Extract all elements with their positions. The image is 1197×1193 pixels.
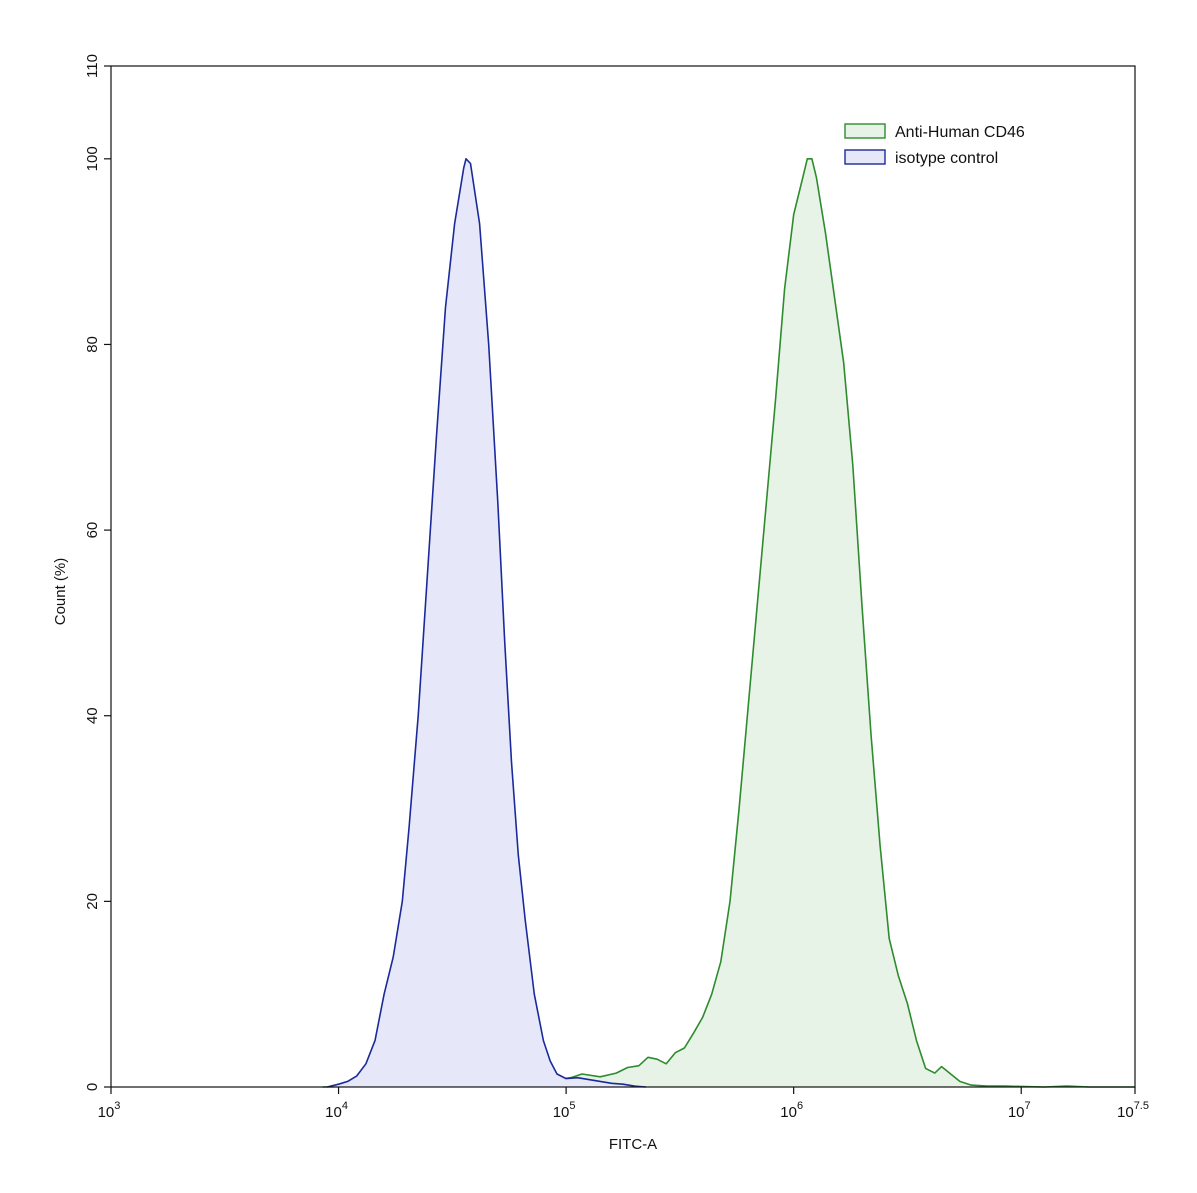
tick-layer: 103 104 105 106 107 107.5 0 20 40 60 80 100 110 xyxy=(84,54,1149,1121)
legend-label: Anti-Human CD46 xyxy=(895,124,1025,141)
plot-frame xyxy=(110,65,1136,1088)
y-tick-label: 110 xyxy=(84,54,101,78)
legend-swatch xyxy=(844,149,886,165)
legend: Anti-Human CD46 isotype control xyxy=(844,123,1025,167)
x-tick-label: 103 xyxy=(98,1100,121,1121)
y-tick-label: 40 xyxy=(84,707,101,724)
series-fill-1 xyxy=(327,158,646,1088)
y-tick-label: 80 xyxy=(84,336,101,353)
x-tick-label: 107 xyxy=(1008,1100,1031,1121)
x-axis-title: FITC-A xyxy=(609,1136,657,1153)
x-tick-label: 104 xyxy=(325,1100,348,1121)
y-tick-label: 100 xyxy=(84,146,101,171)
series-line-1 xyxy=(327,158,646,1088)
series-layer xyxy=(322,158,1136,1088)
x-tick-label: 105 xyxy=(553,1100,576,1121)
y-tick-label: 20 xyxy=(84,893,101,910)
y-axis-title: Count (%) xyxy=(52,558,69,626)
x-tick-label: 106 xyxy=(780,1100,803,1121)
y-tick-label: 0 xyxy=(84,1083,101,1091)
legend-label: isotype control xyxy=(895,150,998,167)
x-tick-label: 107.5 xyxy=(1117,1100,1149,1121)
y-tick-label: 60 xyxy=(84,522,101,539)
legend-swatch xyxy=(844,123,886,139)
series-line-0 xyxy=(322,158,1135,1088)
